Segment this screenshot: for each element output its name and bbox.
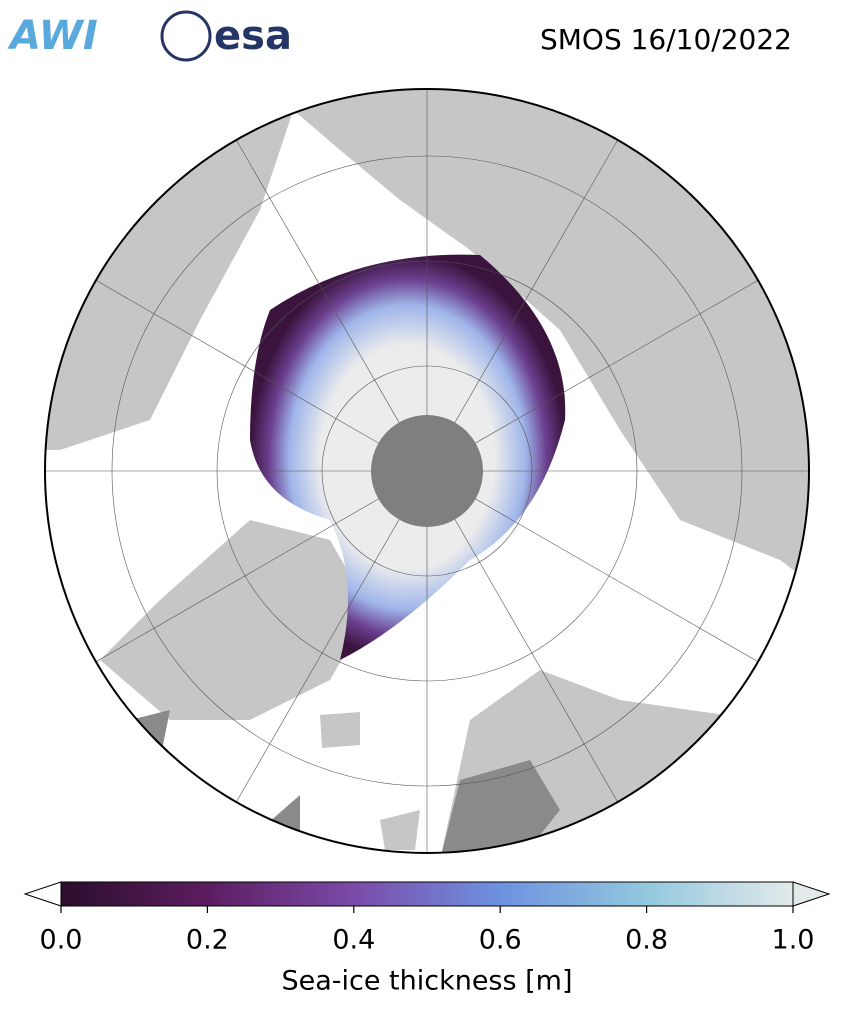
colorbar-tick-label: 0.6 [479,925,522,956]
land-dark [130,710,560,853]
colorbar-tick-label: 0.0 [40,925,83,956]
pole-hole [371,415,483,527]
colorbar-extend-low [23,881,62,907]
land-islands [320,712,420,850]
logo-esa-mark [160,10,212,62]
logo-esa: esa [214,13,292,59]
logo-awi: AWI [7,13,98,59]
colorbar-label: Sea-ice thickness [m] [281,966,572,997]
colorbar-tick-label: 0.2 [186,925,229,956]
colorbar-ramp [60,881,794,907]
colorbar-tick-label: 1.0 [772,925,815,956]
map-area [45,89,809,853]
title: SMOS 16/10/2022 [540,23,792,56]
land-eurasia [270,90,809,620]
colorbar: 0.0 0.2 0.4 0.6 0.8 1.0 Sea-ice thickness [m] [23,881,831,997]
colorbar-tick-label: 0.8 [625,925,668,956]
map-border [44,88,810,854]
land-greenland [100,520,370,720]
colorbar-tick-label: 0.4 [332,925,375,956]
colorbar-extend-high [792,881,831,907]
